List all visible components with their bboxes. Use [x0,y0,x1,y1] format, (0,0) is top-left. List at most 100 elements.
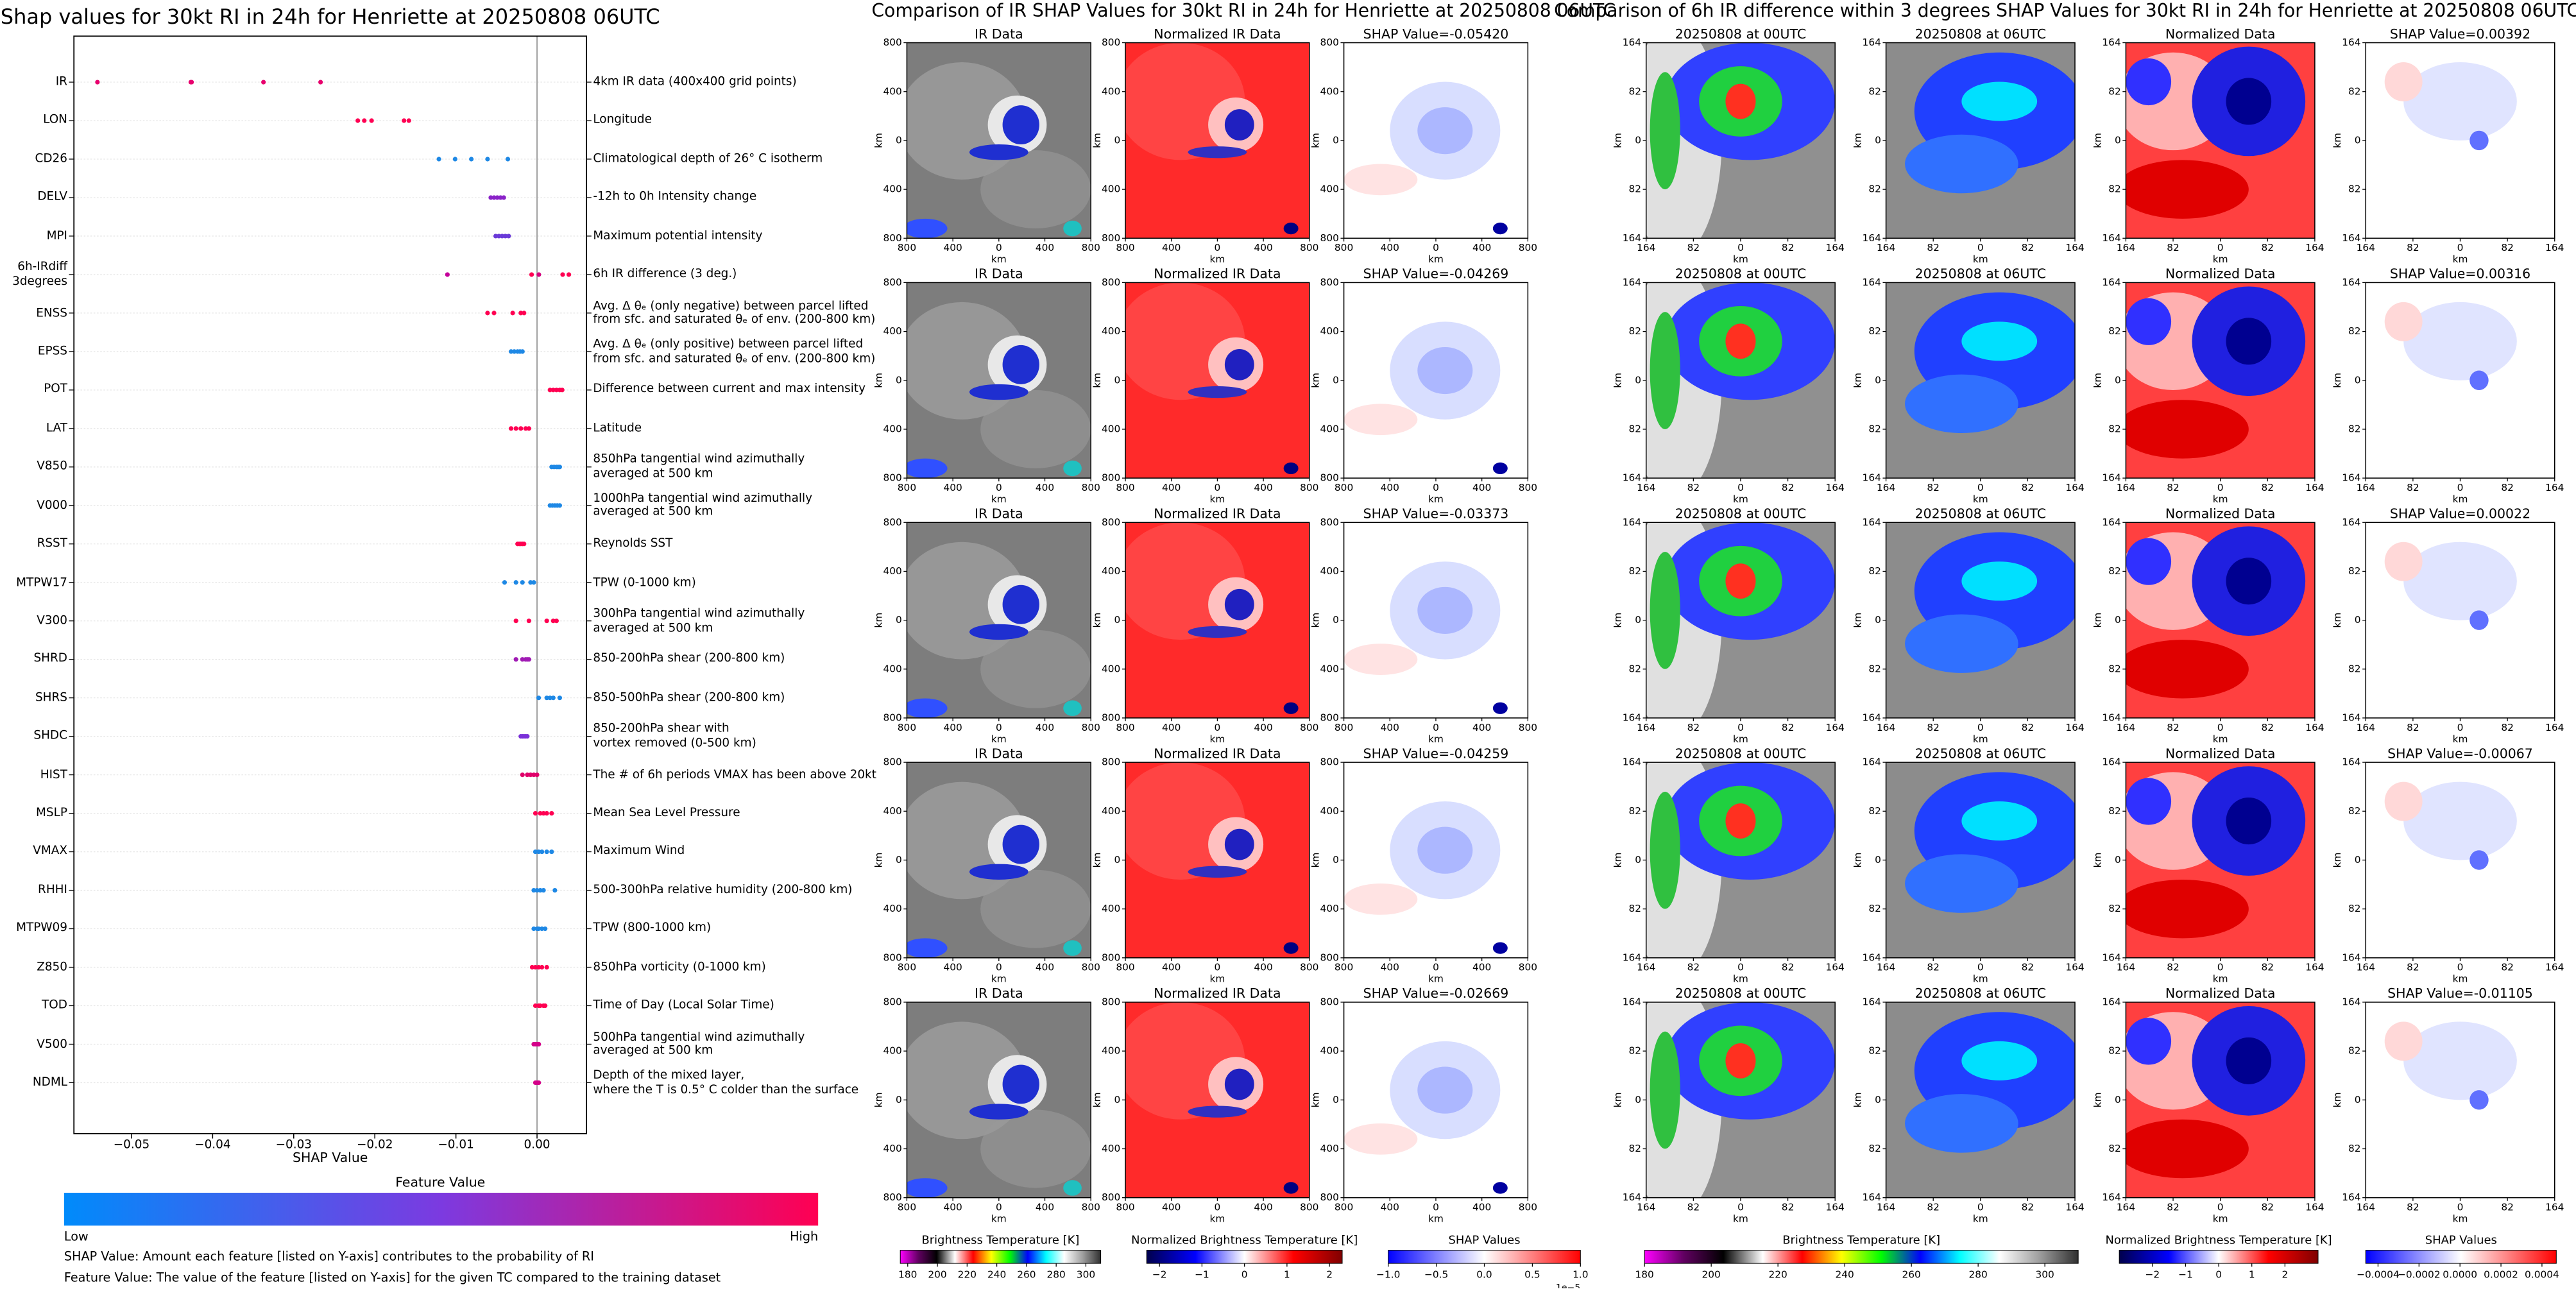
colorbar [1388,1250,1581,1264]
x-tick-label: 164 [2305,722,2324,733]
image [2366,522,2555,718]
panel-title: SHAP Value=-0.02669 [1363,986,1509,1001]
point [513,426,518,431]
feature-label: MTPW09 [16,919,67,935]
x-tick-label: 164 [2305,242,2324,253]
y-tick-label: 800 [1320,996,1339,1007]
x-axis-label: km [991,733,1007,745]
y-tick-label: 164 [1623,712,1641,723]
y-axis-label: km [1612,1092,1624,1107]
point [318,80,323,85]
colorbar-tick-label: −1 [2178,1269,2193,1281]
y-tick-label: 82 [1628,325,1641,337]
y-axis-label: km [2332,853,2343,868]
point [525,734,530,739]
y-tick-label: 82 [1628,85,1641,97]
panel-title: SHAP Value=-0.01105 [2387,986,2533,1001]
point [508,349,514,354]
y-axis-label: km [2332,1092,2343,1107]
x-tick-label: 164 [2545,242,2564,253]
y-tick-label: 400 [1102,663,1120,674]
x-tick-label: 800 [1300,1202,1318,1213]
image-feature [980,869,1091,948]
y-tick-label: 82 [2108,805,2121,817]
y-tick-label: 164 [1863,277,1881,288]
y-axis-label: km [2092,1092,2103,1107]
x-tick-label: 82 [2167,1202,2179,1213]
colorbar-tick-label: −0.5 [1424,1269,1448,1281]
y-tick-label: 800 [883,232,901,244]
y-tick-label: 164 [2102,472,2120,484]
x-tick-label: 0 [1977,482,1984,493]
colorbar [64,1192,819,1226]
colorbar-offset: 1e−5 [1556,1283,1580,1288]
y-tick-label: 800 [883,516,901,528]
point [495,195,500,200]
point [506,234,511,239]
footnote: SHAP Value: Amount each feature [listed … [64,1249,594,1263]
image-feature [1063,940,1082,956]
image-feature [2126,1119,2249,1179]
y-tick-label: 82 [1628,903,1641,914]
x-axis-label: km [2453,1213,2468,1224]
point [550,619,556,624]
x-tick-label: 800 [1116,242,1134,253]
y-tick-label: 164 [2102,37,2120,48]
point [512,349,517,354]
image-feature [2126,1018,2172,1065]
panel-title: SHAP Value=0.00022 [2390,506,2530,521]
panel-title: 20250808 at 06UTC [1915,746,2046,761]
image-feature [1224,1068,1254,1100]
x-tick-label: 164 [2117,962,2135,973]
x-tick-label: 164 [1877,722,1895,733]
x-tick-label: 82 [2261,962,2274,973]
point [520,349,525,354]
y-tick-label: 0 [896,614,902,626]
point [544,811,549,816]
x-tick-label: 0 [1215,482,1221,493]
colorbar-label: SHAP Values [1448,1233,1520,1247]
colorbar-low: Low [64,1229,89,1244]
image-feature [2403,542,2517,620]
y-tick-label: 164 [2342,277,2360,288]
x-axis-label: km [2213,973,2228,985]
feature-description: Maximum potential intensity [593,227,763,243]
image [907,762,1091,958]
y-axis-label: km [2332,373,2343,388]
colorbar-label: Brightness Temperature [K] [921,1233,1079,1247]
x-tick-label: 0 [996,482,1002,493]
panel-title: SHAP Value=-0.05420 [1363,26,1509,42]
y-axis-label: km [2092,133,2103,148]
x-tick-label: 0 [996,1202,1002,1213]
y-tick-label: 164 [2342,1191,2360,1203]
image [1886,282,2076,479]
y-axis-label: km [1310,853,1322,868]
x-tick-label: 164 [2117,242,2135,253]
colorbar-tick-label: 180 [1635,1269,1653,1281]
feature-description: Climatological depth of 26° C isotherm [593,150,823,166]
image-feature [1905,614,2018,673]
point [261,80,266,85]
feature-label: SHDC [33,728,67,743]
x-tick-label: 164 [1637,1202,1655,1213]
y-tick-label: 0 [1635,134,1641,146]
point [531,773,536,778]
feature-description: -12h to 0h Intensity change [593,189,757,204]
image-feature [907,938,948,958]
y-tick-label: 400 [1102,565,1120,577]
panel-title: IR Data [975,986,1023,1001]
feature-label: CD26 [35,150,67,166]
image-feature [1650,312,1680,429]
x-tick-label: 800 [1082,1202,1100,1213]
feature-description: 500-300hPa relative humidity (200-800 km… [593,881,853,897]
image-feature [1725,83,1756,119]
x-tick-label: 164 [2065,242,2084,253]
x-axis-label: km [991,973,1007,985]
panel-title: IR Data [975,506,1023,521]
x-tick-label: 0 [996,962,1002,973]
y-tick-label: 400 [1102,325,1120,337]
image [2126,522,2315,718]
feature-label: LAT [46,420,67,435]
y-tick-label: 0 [2355,1094,2361,1105]
y-tick-label: 164 [2102,756,2120,768]
